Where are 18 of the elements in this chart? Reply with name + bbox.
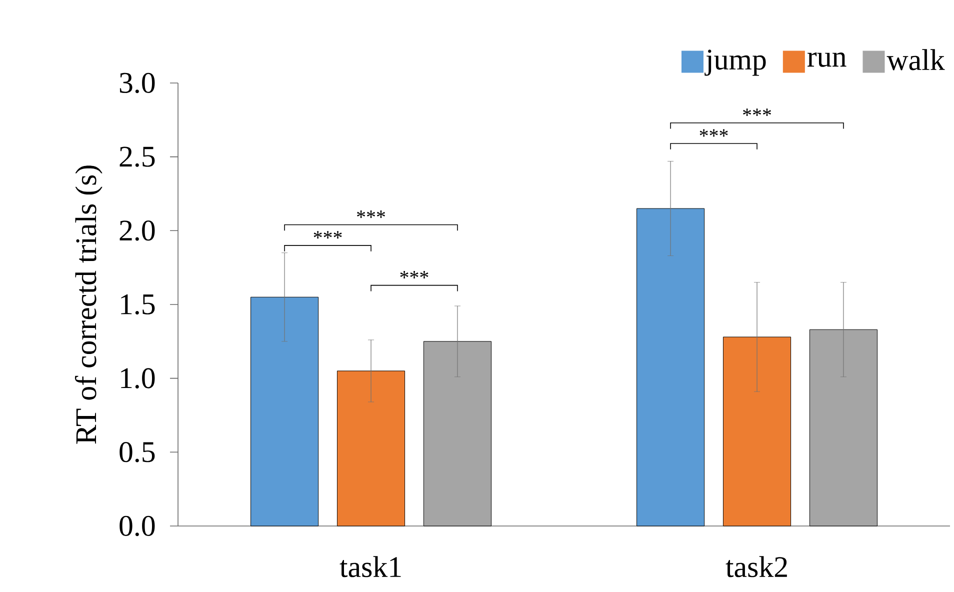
legend-label: walk [886,49,945,70]
y-tick-label: 1.0 [121,368,155,388]
y-tick-label: 3.0 [120,72,155,94]
legend-label: run [807,52,846,67]
y-tick-label: 0.5 [120,442,155,462]
annotation: *** [743,108,771,116]
y-tick-label: 1.5 [121,294,155,315]
x-tick-label: task2 [726,556,787,578]
legend-label: jump [704,50,766,76]
annotation: *** [700,129,728,137]
annotation: *** [400,271,428,278]
y-tick-label: 2.5 [120,146,155,167]
x-tick-label: task1 [340,556,401,578]
annotation: *** [314,231,342,238]
y-tick-label: 0.0 [120,516,155,536]
annotation: *** [357,210,385,218]
y-axis-title: RT of correctd trials (s) [74,166,102,444]
y-tick-label: 2.0 [120,220,155,241]
